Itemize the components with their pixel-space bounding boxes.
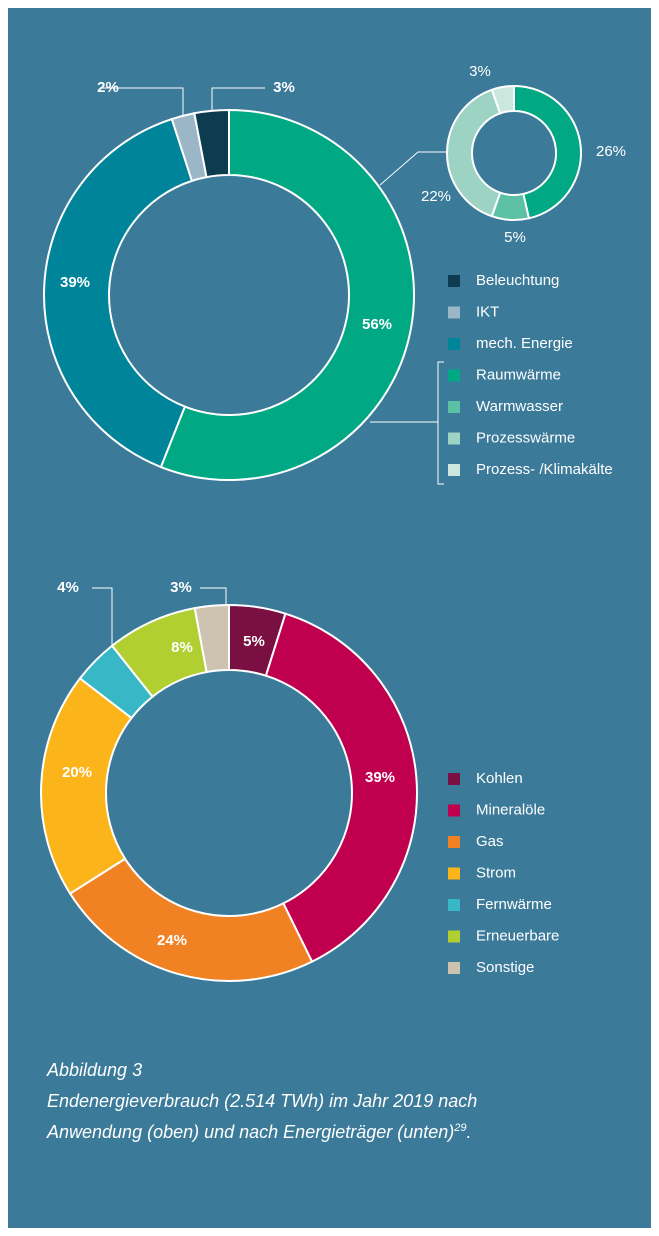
donut-slice <box>490 84 515 115</box>
legend-swatch <box>448 962 460 974</box>
legend-label: mech. Energie <box>476 335 573 352</box>
caption-label: Abbildung 3 <box>46 1060 142 1080</box>
value-label: 3% <box>273 79 295 96</box>
legend-swatch <box>448 306 460 319</box>
leader <box>379 151 447 186</box>
value-label: 39% <box>60 274 90 291</box>
leader <box>211 87 265 114</box>
donut-slice <box>193 603 230 674</box>
legend-swatch <box>448 401 460 413</box>
legend-label: Erneuerbare <box>476 927 559 944</box>
legend-swatch <box>448 369 460 382</box>
legend-swatch <box>448 464 460 476</box>
value-label: 5% <box>504 229 526 246</box>
value-label: 22% <box>421 188 451 205</box>
donut-slice <box>193 108 230 179</box>
donut-slice <box>68 857 314 982</box>
donut-slice <box>446 88 502 218</box>
legend-swatch <box>448 836 460 848</box>
caption-end: . <box>467 1122 472 1142</box>
caption-text: Anwendung (oben) und nach Energieträger … <box>46 1122 454 1142</box>
legend-swatch <box>448 275 460 287</box>
caption-line: Anwendung (oben) und nach Energieträger … <box>46 1122 472 1142</box>
value-label: 56% <box>362 316 392 333</box>
legend-swatch <box>448 432 460 445</box>
caption-line: Endenergieverbrauch (2.514 TWh) im Jahr … <box>47 1091 477 1111</box>
leader <box>200 587 227 607</box>
donut-slice <box>513 84 582 220</box>
legend-label: Raumwärme <box>476 366 561 383</box>
legend-label: Warmwasser <box>476 398 563 415</box>
legend-swatch <box>448 899 460 911</box>
value-label: 39% <box>365 769 395 786</box>
legend-swatch <box>448 867 460 880</box>
legend-swatch <box>448 338 460 350</box>
value-label: 5% <box>243 633 265 650</box>
legend-swatch <box>448 804 460 817</box>
bracket <box>437 361 444 485</box>
donut-slice <box>43 117 194 469</box>
legend-label: Prozess- /Klimakälte <box>476 461 613 478</box>
legend-label: Mineralöle <box>476 801 545 818</box>
value-label: 3% <box>469 63 491 80</box>
value-label: 4% <box>57 579 79 596</box>
legend-swatch <box>448 773 460 785</box>
value-label: 24% <box>157 932 187 949</box>
value-label: 20% <box>62 764 92 781</box>
donut-slice <box>159 108 415 481</box>
donut-slice <box>264 612 418 964</box>
value-label: 26% <box>596 143 626 160</box>
legend-label: Beleuchtung <box>476 272 559 289</box>
value-label: 8% <box>171 639 193 656</box>
leader <box>100 87 184 118</box>
value-label: 2% <box>97 79 119 96</box>
value-label: 3% <box>170 579 192 596</box>
legend-label: Gas <box>476 833 504 850</box>
footnote: 29 <box>453 1122 466 1134</box>
legend-swatch <box>448 930 460 943</box>
legend-label: IKT <box>476 303 499 320</box>
leader <box>92 587 113 652</box>
legend-label: Sonstige <box>476 959 534 976</box>
legend-label: Prozesswärme <box>476 429 575 446</box>
legend-label: Fernwärme <box>476 896 552 913</box>
legend-label: Strom <box>476 864 516 881</box>
legend-label: Kohlen <box>476 770 523 787</box>
